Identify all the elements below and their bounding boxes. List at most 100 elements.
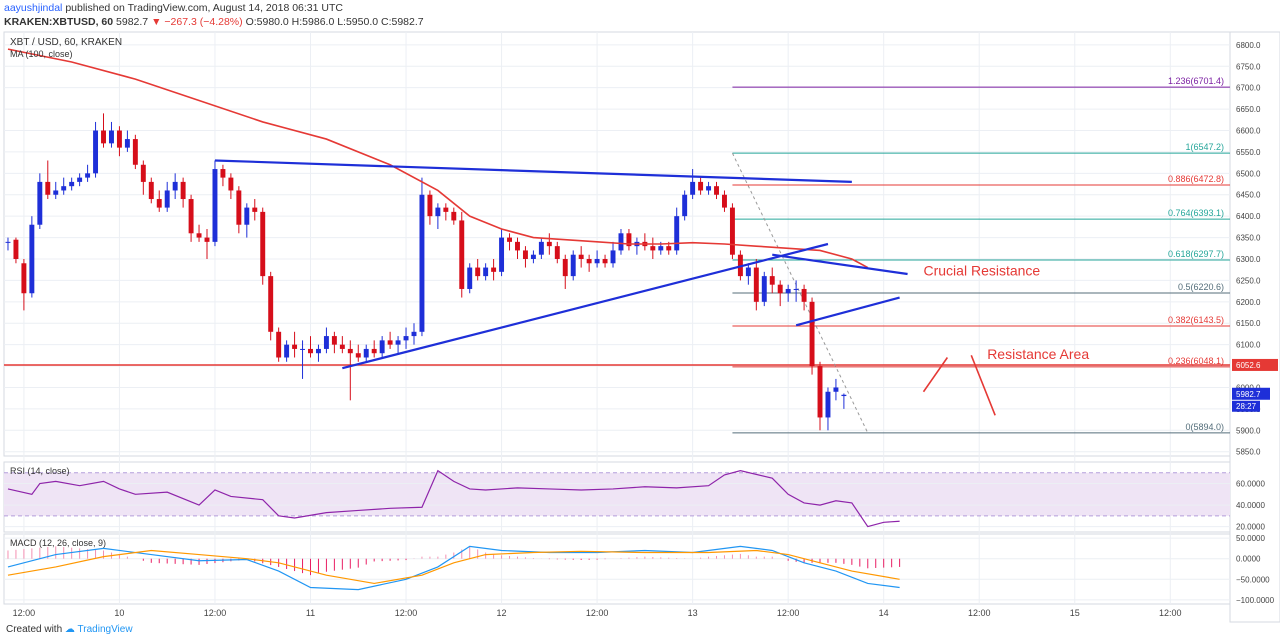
annotation-text: Resistance Area	[987, 346, 1089, 362]
candle-body	[220, 169, 226, 178]
macd-tick-label: 0.0000	[1236, 555, 1261, 564]
candle-body	[276, 331, 282, 358]
candle-body	[841, 394, 847, 397]
rsi-tick-label: 20.0000	[1236, 523, 1265, 532]
x-tick-label: 10	[114, 608, 124, 618]
candle-body	[682, 194, 688, 217]
price-tick-label: 6250.0	[1236, 276, 1261, 285]
fib-level-label: 1.236(6701.4)	[1168, 76, 1224, 86]
candle-body	[729, 207, 735, 255]
price-tick-label: 6500.0	[1236, 169, 1261, 178]
candle-body	[554, 246, 560, 259]
candle-body	[435, 207, 441, 217]
candle-body	[515, 241, 520, 251]
candle-body	[172, 181, 178, 191]
candle-body	[618, 233, 624, 251]
x-tick-label: 12:00	[968, 608, 991, 618]
x-tick-label: 12:00	[777, 608, 800, 618]
timer-tag	[1232, 400, 1260, 412]
ohlc-values: O:5980.0 H:5986.0 L:5950.0 C:5982.7	[245, 16, 424, 28]
chart-title: XBT / USD, 60, KRAKEN	[10, 37, 122, 48]
candle-body	[785, 288, 791, 294]
symbol-label: KRAKEN:XBTUSD, 60	[4, 16, 114, 28]
x-tick-label: 11	[306, 608, 315, 618]
author-link[interactable]: aayushjindal	[4, 2, 63, 14]
candle-body	[236, 190, 242, 225]
candle-body	[387, 340, 393, 345]
candle-body	[777, 284, 783, 294]
x-tick-label: 12:00	[586, 608, 609, 618]
publish-info: aayushjindal published on TradingView.co…	[4, 2, 343, 14]
candle-body	[395, 340, 401, 345]
candle-body	[825, 391, 831, 418]
candle-body	[530, 254, 536, 259]
candle-body	[809, 301, 815, 367]
candle-body	[228, 177, 234, 191]
candle-body	[801, 288, 807, 302]
price-tick-label: 6550.0	[1236, 148, 1261, 157]
candle-body	[347, 348, 353, 354]
price-tick-label: 6450.0	[1236, 191, 1261, 200]
candle-body	[674, 216, 680, 251]
annotation-text: Crucial Resistance	[924, 263, 1041, 279]
candle-body	[403, 336, 409, 341]
rsi-label: RSI (14, close)	[10, 466, 70, 476]
candle-body	[570, 254, 576, 277]
candle-body	[5, 241, 11, 243]
candle-body	[13, 239, 19, 259]
footer: Created with ☁ TradingView	[6, 624, 133, 635]
candle-body	[268, 276, 274, 332]
macd-tick-label: −50.0000	[1236, 575, 1270, 584]
tradingview-brand-link[interactable]: TradingView	[77, 624, 133, 635]
fib-level-label: 0(5894.0)	[1185, 422, 1224, 432]
price-pane	[3, 31, 1231, 457]
candle-body	[124, 139, 130, 148]
horizontal-level-tag	[1232, 358, 1278, 371]
price-tick-label: 6700.0	[1236, 84, 1261, 93]
candle-body	[467, 267, 473, 289]
x-tick-label: 13	[688, 608, 698, 618]
price-axis	[1229, 31, 1280, 623]
price-tick-label: 6300.0	[1236, 255, 1261, 264]
candle-body	[538, 241, 544, 255]
candle-body	[483, 267, 489, 277]
rsi-band	[4, 472, 1230, 516]
candle-body	[21, 263, 27, 294]
candle-body	[93, 130, 99, 174]
macd-line	[7, 545, 900, 591]
price-tick-label: 6150.0	[1236, 319, 1261, 328]
candle-body	[745, 267, 751, 277]
symbol-info: KRAKEN:XBTUSD, 60 5982.7 ▼ −267.3 (−4.28…	[4, 16, 424, 28]
candle-body	[284, 344, 290, 358]
x-tick-label: 12:00	[13, 608, 36, 618]
down-arrow-icon: ▼	[151, 16, 162, 28]
candle-body	[761, 276, 767, 302]
price-tick-label: 6400.0	[1236, 212, 1261, 221]
candle-body	[140, 164, 146, 182]
macd-signal-line	[7, 549, 900, 585]
last-price-tag	[1232, 387, 1270, 400]
candle-body	[69, 181, 75, 187]
trendline	[772, 253, 908, 276]
candle-body	[817, 366, 823, 418]
candle-body	[371, 348, 377, 354]
timer-label: 28:27	[1236, 402, 1257, 411]
candle-body	[491, 267, 497, 272]
candle-body	[292, 344, 298, 349]
candle-body	[85, 173, 91, 178]
x-tick-label: 15	[1070, 608, 1080, 618]
x-tick-label: 12:00	[395, 608, 418, 618]
price-change: −267.3 (−4.28%)	[164, 16, 243, 28]
candle-body	[339, 344, 345, 349]
candle-body	[586, 258, 592, 264]
publish-text: published on TradingView.com, August 14,…	[65, 2, 343, 14]
x-tick-label: 12:00	[204, 608, 227, 618]
candle-body	[180, 181, 186, 200]
fib-level-label: 0.886(6472.8)	[1168, 174, 1224, 184]
price-tick-label: 6600.0	[1236, 127, 1261, 136]
candle-body	[419, 194, 425, 332]
price-tick-label: 6350.0	[1236, 234, 1261, 243]
fib-level-label: 1(6547.2)	[1185, 142, 1224, 152]
fib-level-label: 0.764(6393.1)	[1168, 208, 1224, 218]
